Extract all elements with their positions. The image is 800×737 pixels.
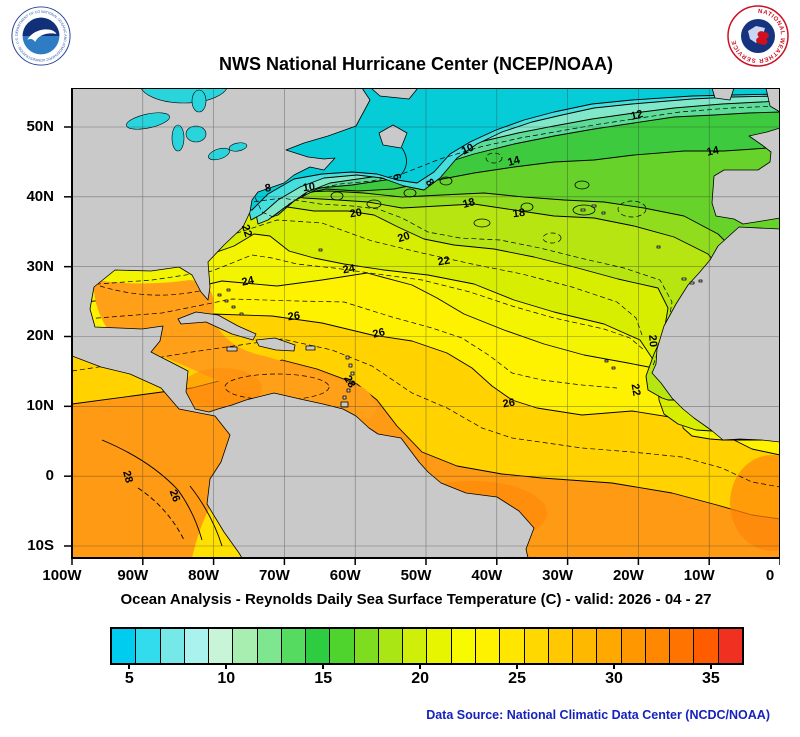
colorbar-tick [128, 664, 131, 669]
lon-axis-label: 0 [765, 567, 775, 584]
colorbar-cell [644, 629, 670, 663]
lon-axis-label: 90W [117, 567, 149, 584]
colorbar-cell [596, 629, 621, 663]
colorbar-cell [329, 629, 354, 663]
colorbar-cell [547, 629, 573, 663]
colorbar [110, 627, 744, 665]
colorbar-tick [419, 664, 422, 669]
lat-axis-label: 20N [26, 327, 54, 345]
land-greenland [370, 88, 419, 100]
colorbar-cell [232, 629, 257, 663]
lat-axis-label: 10S [27, 536, 54, 554]
lake-superior [126, 112, 170, 130]
lon-axis-label: 70W [258, 567, 290, 584]
colorbar-cell [305, 629, 330, 663]
colorbar-cell [135, 629, 160, 663]
colorbar-cell [256, 629, 281, 663]
land-britain [765, 88, 780, 113]
colorbar-cell [474, 629, 500, 663]
eddy-contours [330, 147, 596, 228]
land-ireland [711, 88, 735, 101]
colorbar-cell [572, 629, 597, 663]
colorbar-cell [523, 629, 548, 663]
land-jamaica [226, 346, 238, 352]
colorbar-cell [183, 629, 209, 663]
colorbar-tick [516, 664, 519, 669]
land-cuba [177, 311, 257, 341]
colorbar-tick [613, 664, 615, 669]
colorbar-tick [322, 664, 325, 669]
lat-axis-label: 40N [26, 187, 54, 205]
land-layer [72, 88, 780, 558]
colorbar-tick-label: 15 [314, 670, 333, 687]
page-title: NWS National Hurricane Center (NCEP/NOAA… [218, 54, 614, 74]
colorbar-cell [208, 629, 233, 663]
colorbar-cell [669, 629, 694, 663]
colorbar-cell [450, 629, 475, 663]
land-hispaniola [255, 337, 296, 352]
lake-ontario [228, 142, 248, 152]
lat-axis-label: 10N [26, 397, 54, 415]
lon-axis-label: 80W [188, 567, 220, 584]
lakes-layer [126, 88, 248, 161]
nws-hurricane-icon [756, 31, 769, 45]
lon-axis-label: 60W [329, 567, 361, 584]
axis-ticks [64, 126, 781, 565]
lon-axis-label: 100W [42, 567, 82, 584]
noaa-logo: NATIONAL OCEANIC AND ATMOSPHERIC ADMINIS… [10, 5, 71, 66]
lon-axis-label: 30W [542, 567, 574, 584]
lat-axis-label: 50N [26, 118, 54, 135]
nws-map-shape [748, 26, 765, 43]
james-bay [191, 89, 207, 113]
colorbar-tick-label: 30 [605, 670, 623, 687]
lat-axis-label: 0 [45, 467, 54, 485]
land-puertorico [305, 345, 316, 351]
colorbar-tick-label: 5 [124, 670, 134, 687]
colorbar-tick-label: 20 [411, 670, 430, 687]
colorbar-cell [112, 629, 136, 663]
colorbar-cell [620, 629, 645, 663]
colorbar-cell [402, 629, 427, 663]
colorbar-cell [159, 629, 184, 663]
lon-axis-label: 10W [683, 567, 715, 584]
lake-michigan [171, 124, 185, 152]
colorbar-tick [709, 664, 712, 669]
colorbar-cell [353, 629, 378, 663]
colorbar-cell [717, 629, 742, 663]
land-americas [72, 88, 535, 558]
sst-map [52, 87, 781, 570]
land-trinidad [340, 401, 349, 408]
lon-axis-label: 40W [471, 567, 503, 584]
land-newfoundland [378, 124, 408, 149]
graticule [72, 88, 780, 558]
map-caption: Ocean Analysis - Reynolds Daily Sea Surf… [120, 591, 712, 608]
noaa-seagull-icon [27, 29, 57, 42]
lat-axis-label: 30N [26, 257, 54, 275]
land-iberia-france [711, 127, 780, 225]
colorbar-cell [280, 629, 306, 663]
colorbar-tick-label: 25 [508, 670, 526, 687]
colorbar-cell [693, 629, 718, 663]
colorbar-cell [426, 629, 451, 663]
pacific-contours [101, 439, 223, 547]
colorbar-cell [499, 629, 524, 663]
nws-logo: NATIONAL WEATHER SERVICE [727, 5, 789, 67]
lake-huron [185, 125, 207, 143]
lon-axis-label: 50W [400, 567, 432, 584]
colorbar-tick-label: 10 [217, 670, 236, 687]
land-small-islands [217, 204, 703, 400]
data-source-text: Data Source: National Climatic Data Cent… [426, 708, 770, 722]
map-canvas [64, 87, 781, 565]
lon-axis-label: 20W [612, 567, 644, 584]
colorbar-cell [377, 629, 403, 663]
colorbar-tick [225, 664, 228, 669]
land-africa [651, 226, 780, 443]
colorbar-tick-label: 35 [702, 670, 720, 687]
